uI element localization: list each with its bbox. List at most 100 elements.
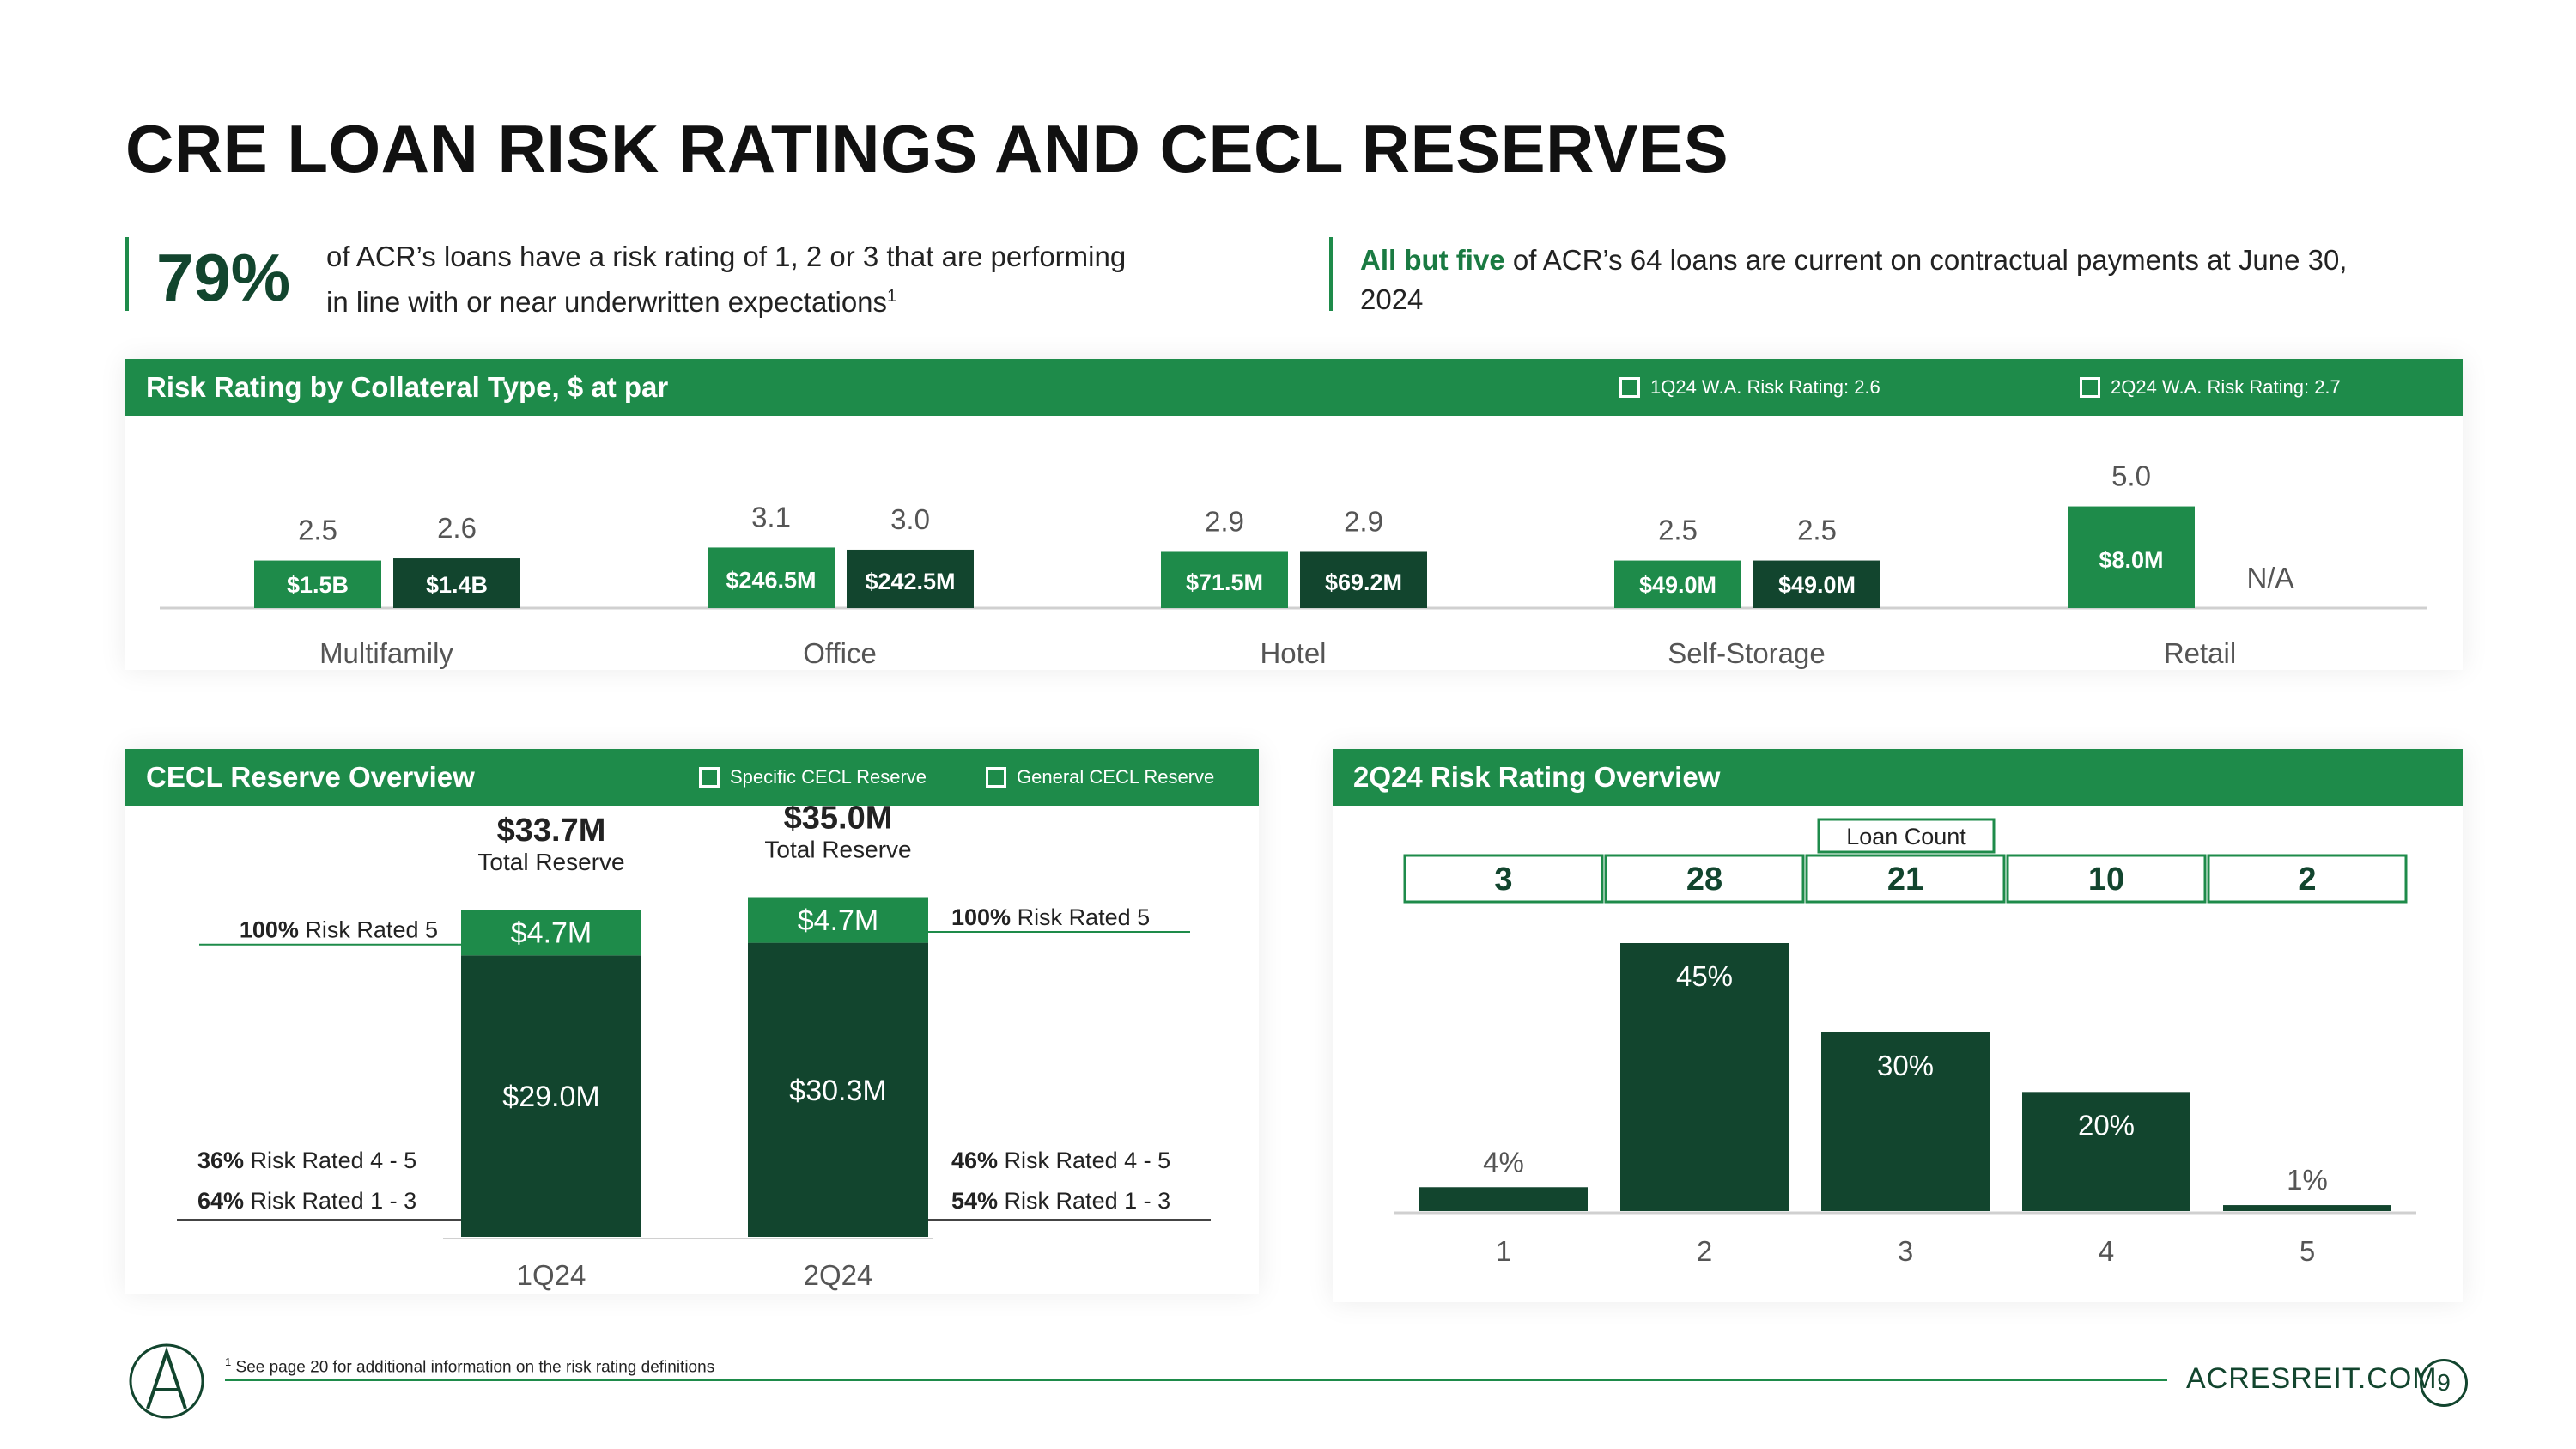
- bar-label-na: N/A: [2246, 562, 2293, 594]
- general-annotation: 54% Risk Rated 1 - 3: [951, 1188, 1170, 1214]
- bar-hotel-2q24: [1300, 551, 1427, 608]
- risk-rating-percent: 20%: [2078, 1109, 2135, 1141]
- risk-panel-title: Risk Rating by Collateral Type, $ at par: [146, 371, 669, 403]
- risk-rating-percent: 30%: [1877, 1050, 1934, 1081]
- website-link[interactable]: ACRESREIT.COM: [2186, 1362, 2438, 1395]
- cecl-specific-bar-1Q24: [461, 910, 641, 956]
- bar-amount-label: $246.5M: [726, 568, 816, 594]
- loan-count-value: 2: [2298, 861, 2316, 898]
- bar-hotel-1q24: [1161, 551, 1288, 608]
- risk-rating-overview-chart: Loan Count 3 4% 1 28 45% 2 21 30% 3 10 20% 4 2 1% 5: [1394, 818, 2416, 1267]
- bar-amount-label: $49.0M: [1639, 572, 1716, 598]
- risk-rating-bar-1: [1419, 1187, 1588, 1211]
- cecl-panel-header: CECL Reserve Overview Specific CECL Rese…: [125, 749, 1259, 806]
- bar-amount-label: $1.5B: [287, 572, 349, 598]
- total-reserve-value: $35.0M: [784, 806, 893, 837]
- bar-amount-label: $1.4B: [426, 572, 488, 598]
- risk-rating-value: 2.6: [437, 512, 477, 544]
- risk-rating-value: 2.5: [1658, 514, 1698, 546]
- legend-checkbox-icon: [986, 767, 1006, 788]
- page-number: 9: [2420, 1359, 2468, 1407]
- bar-amount-label: $71.5M: [1186, 569, 1263, 595]
- legend-specific-cecl: Specific CECL Reserve: [699, 766, 927, 788]
- loan-count-box: [2207, 854, 2408, 904]
- risk-rating-category: 3: [1898, 1235, 1913, 1267]
- loan-count-label: Loan Count: [1846, 824, 1966, 849]
- bar-multifamily-1q24: [254, 560, 381, 608]
- general-annotation: 36% Risk Rated 4 - 5: [197, 1148, 416, 1173]
- cecl-category-label: 1Q24: [517, 1259, 586, 1291]
- category-label: Multifamily: [319, 637, 453, 669]
- cecl-specific-label: $4.7M: [798, 904, 879, 937]
- risk-rating-value: 2.5: [1797, 514, 1837, 546]
- bar-self-storage-2q24: [1753, 560, 1880, 608]
- loan-count-box: [1604, 854, 1805, 904]
- legend-1q24: 1Q24 W.A. Risk Rating: 2.6: [1619, 376, 1880, 399]
- loan-count-value: 10: [2088, 861, 2124, 898]
- cecl-category-label: 2Q24: [804, 1259, 873, 1291]
- bar-amount-label: $49.0M: [1778, 572, 1856, 598]
- footnote: 1 See page 20 for additional information…: [225, 1355, 715, 1377]
- total-reserve-value: $33.7M: [497, 813, 606, 849]
- legend-checkbox-icon: [2080, 377, 2100, 398]
- bar-amount-label: $242.5M: [865, 569, 955, 594]
- loan-count-value: 28: [1686, 861, 1722, 898]
- cecl-general-bar-1Q24: [461, 955, 641, 1237]
- overview-panel-header: 2Q24 Risk Rating Overview: [1333, 749, 2463, 806]
- legend-checkbox-icon: [699, 767, 720, 788]
- category-label: Hotel: [1260, 637, 1326, 669]
- risk-rating-value: 2.5: [298, 514, 337, 546]
- risk-rating-category: 5: [2300, 1235, 2315, 1267]
- cecl-general-bar-2Q24: [748, 942, 928, 1237]
- overview-panel-title: 2Q24 Risk Rating Overview: [1353, 761, 1721, 793]
- loan-count-header: [1817, 818, 1996, 854]
- risk-by-collateral-chart: Multifamily $1.5B 2.5 $1.4B 2.6 Office $246.5M…: [160, 460, 2427, 669]
- page-title: CRE LOAN RISK RATINGS AND CECL RESERVES: [125, 111, 1729, 186]
- loan-count-box: [1403, 854, 1604, 904]
- kpi-description: of ACR’s loans have a risk rating of 1, …: [326, 240, 1127, 318]
- category-label: Retail: [2164, 637, 2236, 669]
- risk-rating-bar-5: [2223, 1205, 2391, 1211]
- bar-multifamily-2q24: [393, 558, 520, 608]
- cecl-specific-bar-2Q24: [748, 897, 928, 943]
- risk-rating-value: 5.0: [2111, 460, 2151, 492]
- kpi-loans-performing: 79% of ACR’s loans have a risk rating of…: [125, 237, 1156, 318]
- specific-annotation: 100% Risk Rated 5: [240, 917, 438, 943]
- risk-rating-category: 4: [2099, 1235, 2114, 1267]
- bar-amount-label: $8.0M: [2099, 547, 2163, 573]
- bar-retail-1q24: [2068, 506, 2195, 608]
- risk-rating-bar-3: [1821, 1032, 1990, 1211]
- cecl-specific-label: $4.7M: [511, 917, 592, 950]
- risk-rating-bar-4: [2022, 1092, 2190, 1211]
- risk-rating-category: 2: [1697, 1235, 1712, 1267]
- risk-rating-percent: 45%: [1676, 960, 1733, 992]
- risk-rating-percent: 1%: [2287, 1164, 2328, 1196]
- kpi-bold: All but five: [1360, 244, 1505, 276]
- general-annotation: 64% Risk Rated 1 - 3: [197, 1188, 416, 1214]
- footer-divider: [225, 1379, 2167, 1381]
- legend-2q24: 2Q24 W.A. Risk Rating: 2.7: [2080, 376, 2341, 399]
- category-label: Self-Storage: [1668, 637, 1825, 669]
- risk-rating-value: 3.1: [751, 501, 791, 533]
- total-reserve-caption: Total Reserve: [764, 837, 911, 863]
- risk-rating-overview-panel: 2Q24 Risk Rating Overview Loan Count 3 4% 1…: [1333, 749, 2463, 1302]
- bar-self-storage-1q24: [1614, 560, 1741, 608]
- category-label: Office: [803, 637, 877, 669]
- risk-rating-bar-2: [1620, 943, 1789, 1211]
- loan-count-box: [1805, 854, 2006, 904]
- kpi-loans-current: All but five of ACR’s 64 loans are curre…: [1329, 237, 2360, 315]
- cecl-general-label: $29.0M: [502, 1081, 599, 1113]
- loan-count-value: 3: [1494, 861, 1512, 898]
- general-annotation: 46% Risk Rated 4 - 5: [951, 1148, 1170, 1173]
- cecl-general-label: $30.3M: [789, 1075, 886, 1107]
- cecl-reserve-panel: CECL Reserve Overview Specific CECL Rese…: [125, 749, 1259, 1294]
- risk-rating-value: 3.0: [890, 503, 930, 535]
- acres-logo: [129, 1343, 204, 1419]
- bar-amount-label: $69.2M: [1325, 569, 1402, 595]
- risk-rating-value: 2.9: [1205, 505, 1244, 537]
- risk-panel-header: Risk Rating by Collateral Type, $ at par…: [125, 359, 2463, 416]
- risk-by-collateral-panel: Risk Rating by Collateral Type, $ at par…: [125, 359, 2463, 670]
- cecl-reserve-chart: $29.0M $4.7M Total Reserve $33.7M 1Q24 100% R…: [177, 806, 1211, 1291]
- loan-count-value: 21: [1887, 861, 1923, 898]
- loan-count-box: [2006, 854, 2207, 904]
